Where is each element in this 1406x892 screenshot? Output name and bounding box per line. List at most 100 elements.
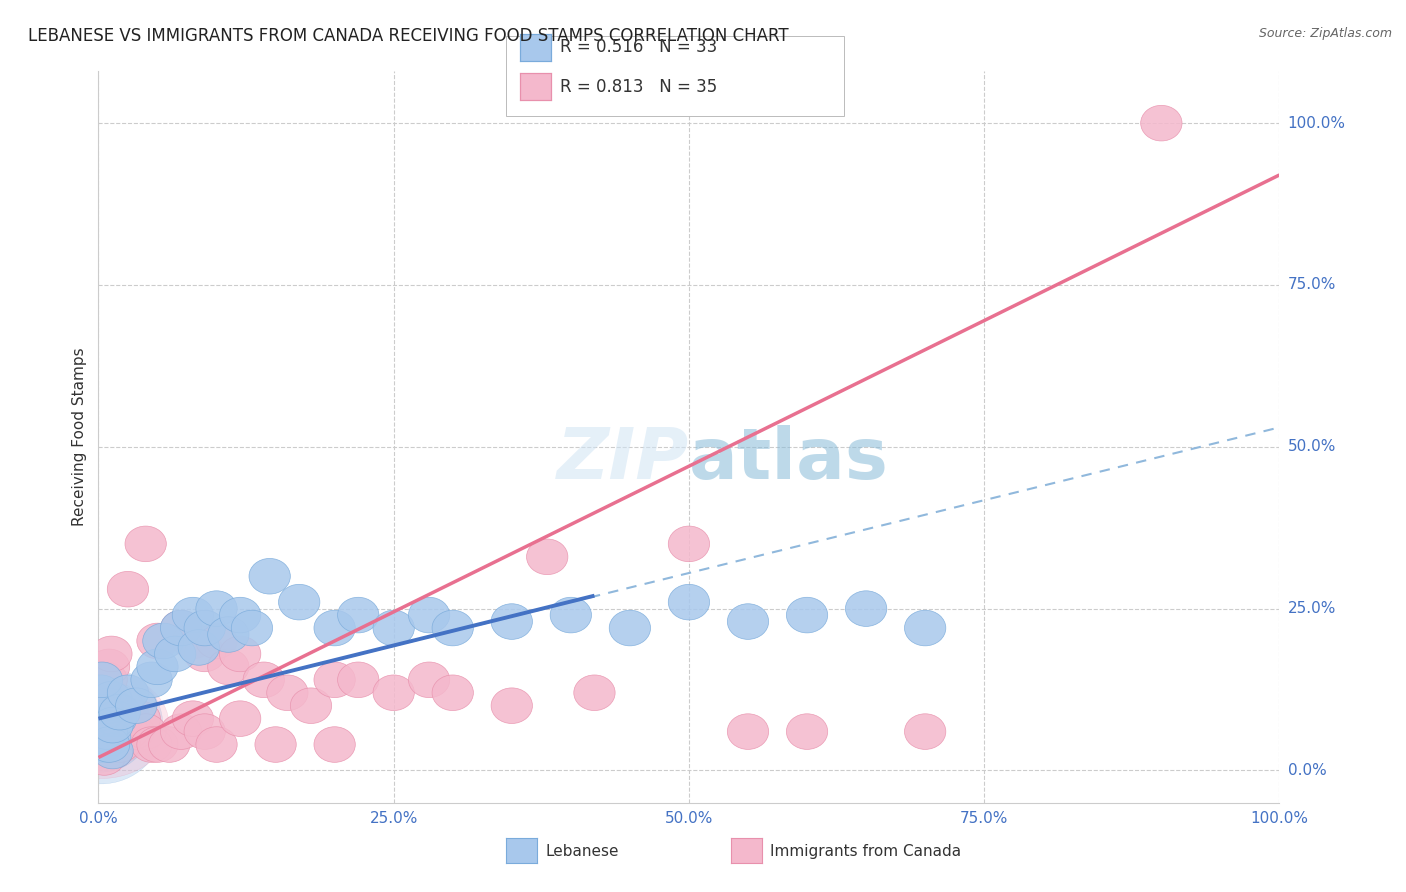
Text: 50.0%: 50.0% — [665, 811, 713, 826]
Ellipse shape — [136, 624, 179, 659]
Text: 0.0%: 0.0% — [1288, 763, 1326, 778]
Ellipse shape — [249, 558, 291, 594]
Ellipse shape — [219, 598, 262, 633]
Ellipse shape — [82, 727, 122, 763]
Text: Immigrants from Canada: Immigrants from Canada — [770, 845, 962, 859]
Ellipse shape — [96, 701, 136, 737]
Ellipse shape — [727, 604, 769, 640]
Ellipse shape — [291, 688, 332, 723]
Text: R = 0.516   N = 33: R = 0.516 N = 33 — [560, 38, 717, 56]
Ellipse shape — [59, 686, 142, 764]
Ellipse shape — [89, 727, 129, 763]
Ellipse shape — [87, 688, 128, 723]
Text: Lebanese: Lebanese — [546, 845, 619, 859]
Ellipse shape — [39, 666, 163, 784]
Ellipse shape — [337, 662, 380, 698]
Ellipse shape — [314, 662, 356, 698]
Ellipse shape — [82, 662, 122, 698]
Text: Source: ZipAtlas.com: Source: ZipAtlas.com — [1258, 27, 1392, 40]
Text: 100.0%: 100.0% — [1288, 116, 1346, 130]
Text: 0.0%: 0.0% — [79, 811, 118, 826]
Ellipse shape — [84, 701, 127, 737]
Ellipse shape — [101, 701, 143, 737]
Ellipse shape — [314, 727, 356, 763]
Text: 25.0%: 25.0% — [1288, 601, 1336, 616]
Ellipse shape — [83, 694, 124, 730]
Ellipse shape — [91, 733, 134, 769]
Ellipse shape — [91, 636, 132, 672]
Y-axis label: Receiving Food Stamps: Receiving Food Stamps — [72, 348, 87, 526]
Text: atlas: atlas — [689, 425, 889, 494]
Ellipse shape — [125, 526, 166, 562]
Ellipse shape — [314, 610, 356, 646]
Ellipse shape — [107, 714, 149, 749]
Ellipse shape — [143, 624, 184, 659]
Ellipse shape — [786, 598, 828, 633]
Ellipse shape — [84, 714, 125, 749]
Ellipse shape — [131, 662, 172, 698]
Ellipse shape — [574, 675, 614, 711]
Ellipse shape — [136, 649, 179, 685]
Ellipse shape — [112, 714, 155, 749]
Ellipse shape — [107, 675, 149, 711]
Ellipse shape — [208, 649, 249, 685]
Ellipse shape — [173, 598, 214, 633]
Ellipse shape — [491, 688, 533, 723]
Ellipse shape — [125, 714, 166, 749]
Text: 75.0%: 75.0% — [960, 811, 1008, 826]
Ellipse shape — [267, 675, 308, 711]
Ellipse shape — [184, 610, 225, 646]
Ellipse shape — [107, 572, 149, 607]
Text: 25.0%: 25.0% — [370, 811, 418, 826]
Ellipse shape — [173, 624, 214, 659]
Ellipse shape — [84, 739, 125, 775]
Ellipse shape — [131, 727, 172, 763]
Ellipse shape — [98, 727, 141, 763]
Ellipse shape — [136, 727, 179, 763]
Ellipse shape — [1140, 105, 1182, 141]
Ellipse shape — [91, 681, 132, 717]
Ellipse shape — [82, 727, 122, 763]
Ellipse shape — [550, 598, 592, 633]
Text: ZIP: ZIP — [557, 425, 689, 494]
Ellipse shape — [337, 598, 380, 633]
Ellipse shape — [149, 727, 190, 763]
Ellipse shape — [160, 610, 202, 646]
Ellipse shape — [254, 727, 297, 763]
Ellipse shape — [32, 672, 169, 779]
Ellipse shape — [96, 701, 136, 737]
Ellipse shape — [786, 714, 828, 749]
Ellipse shape — [373, 675, 415, 711]
Ellipse shape — [55, 690, 146, 761]
Ellipse shape — [231, 610, 273, 646]
Ellipse shape — [195, 591, 238, 626]
Ellipse shape — [609, 610, 651, 646]
Ellipse shape — [80, 675, 121, 711]
Ellipse shape — [173, 701, 214, 737]
Ellipse shape — [80, 675, 121, 711]
Ellipse shape — [219, 701, 262, 737]
Ellipse shape — [91, 707, 134, 743]
Text: 75.0%: 75.0% — [1288, 277, 1336, 293]
Ellipse shape — [84, 701, 127, 737]
Ellipse shape — [373, 610, 415, 646]
Ellipse shape — [278, 584, 319, 620]
Text: LEBANESE VS IMMIGRANTS FROM CANADA RECEIVING FOOD STAMPS CORRELATION CHART: LEBANESE VS IMMIGRANTS FROM CANADA RECEI… — [28, 27, 789, 45]
Ellipse shape — [90, 707, 131, 743]
Ellipse shape — [90, 720, 131, 756]
Ellipse shape — [219, 636, 262, 672]
Ellipse shape — [86, 662, 128, 698]
Ellipse shape — [91, 733, 134, 769]
Ellipse shape — [195, 727, 238, 763]
Ellipse shape — [243, 662, 284, 698]
Ellipse shape — [668, 584, 710, 620]
Ellipse shape — [90, 720, 131, 756]
Ellipse shape — [93, 714, 135, 749]
Ellipse shape — [160, 714, 202, 749]
Ellipse shape — [84, 714, 125, 749]
Ellipse shape — [179, 630, 219, 665]
Ellipse shape — [904, 610, 946, 646]
Ellipse shape — [491, 604, 533, 640]
Ellipse shape — [845, 591, 887, 626]
Ellipse shape — [160, 610, 202, 646]
